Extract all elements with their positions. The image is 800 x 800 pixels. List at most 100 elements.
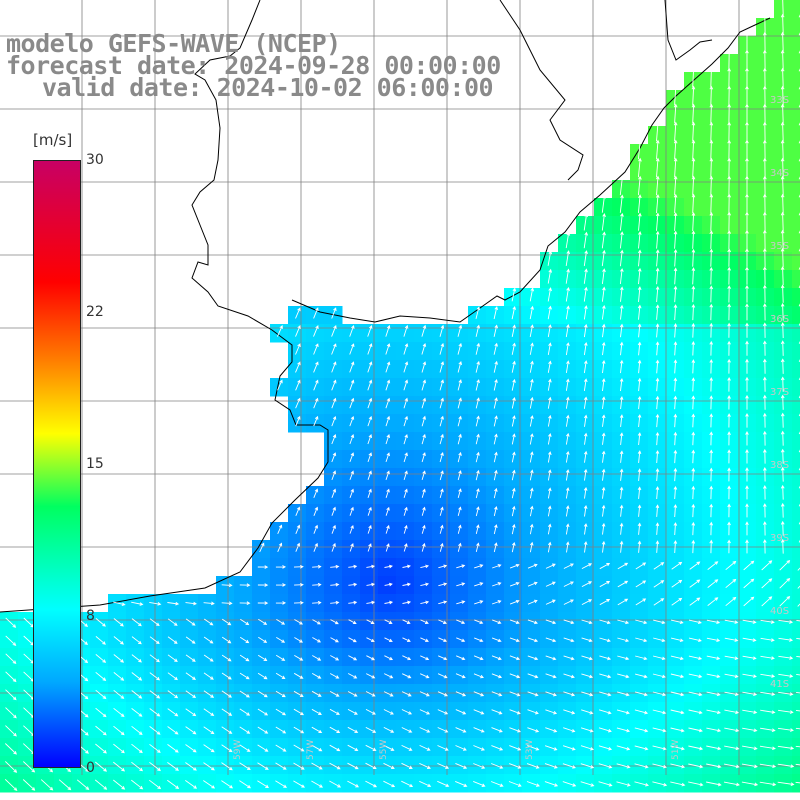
wind-arrow [509, 563, 520, 569]
wind-arrow [581, 581, 593, 587]
wind-arrow [742, 673, 757, 678]
wind-arrow [385, 452, 390, 463]
wind-arrow [634, 691, 648, 697]
wind-arrow [385, 488, 390, 498]
wind-arrow [763, 322, 767, 338]
wind-arrow [763, 303, 767, 321]
wind-arrow [742, 691, 758, 697]
wind-arrow [671, 579, 683, 588]
wind-arrow [780, 266, 785, 286]
wind-arrow [725, 560, 737, 571]
wind-cell [792, 36, 800, 55]
wind-arrow [421, 415, 426, 427]
wind-arrow [763, 121, 767, 142]
wind-arrow [385, 470, 390, 481]
wind-cell [792, 180, 800, 199]
wind-arrow [457, 324, 463, 337]
wind-arrow [437, 691, 448, 697]
wind-arrow [655, 267, 660, 285]
wind-arrow [420, 673, 430, 679]
wind-arrow [240, 618, 250, 626]
wind-arrow [565, 396, 570, 409]
wind-arrow [203, 618, 214, 626]
wind-arrow [599, 637, 611, 643]
wind-arrow [456, 582, 466, 587]
wind-arrow [780, 31, 785, 52]
latitude-label: 41S [770, 679, 789, 690]
wind-arrow [637, 249, 642, 267]
wind-arrow [365, 709, 376, 715]
wind-arrow [312, 655, 322, 661]
wind-arrow [313, 379, 319, 391]
wind-arrow [331, 397, 337, 409]
wind-arrow [637, 323, 642, 338]
wind-arrow [795, 781, 800, 784]
wind-arrow [313, 506, 319, 516]
wind-arrow [601, 304, 606, 320]
wind-arrow [509, 727, 521, 733]
wind-arrow [598, 709, 612, 715]
wind-arrow [185, 601, 197, 606]
wind-arrow [95, 725, 107, 736]
wind-arrow [655, 468, 660, 482]
wind-arrow [634, 727, 649, 733]
wind-arrow [763, 340, 767, 356]
wind-arrow [277, 542, 283, 552]
wind-arrow [383, 780, 396, 788]
wind-arrow [565, 305, 570, 320]
wind-arrow [221, 726, 233, 734]
wind-arrow [706, 709, 721, 715]
wind-arrow [709, 67, 714, 88]
wind-arrow [113, 725, 125, 736]
wind-arrow [439, 542, 444, 552]
wind-arrow [727, 521, 731, 536]
wind-arrow [635, 598, 647, 606]
wind-arrow [652, 709, 667, 715]
wind-arrow [474, 600, 484, 605]
wind-arrow [311, 690, 322, 697]
wind-arrow [275, 726, 287, 734]
wind-arrow [778, 637, 794, 642]
wind-arrow [4, 761, 18, 773]
wind-cell [792, 720, 800, 739]
wind-arrow [365, 691, 376, 697]
wind-arrow [475, 306, 481, 320]
wind-arrow [475, 433, 480, 445]
wind-arrow [601, 468, 606, 481]
wind-arrow [565, 451, 570, 463]
wind-arrow [742, 709, 758, 715]
wind-arrow [655, 230, 660, 249]
wind-arrow [5, 617, 17, 628]
wind-arrow [724, 727, 740, 733]
wind-cell [792, 540, 800, 559]
wind-arrow [709, 285, 714, 303]
wind-arrow [780, 430, 785, 446]
wind-arrow [655, 285, 660, 303]
wind-arrow [511, 287, 517, 302]
wind-arrow [745, 394, 749, 410]
wind-arrow [457, 342, 463, 355]
wind-arrow [670, 781, 686, 787]
wind-arrow [526, 781, 540, 787]
wind-arrow [673, 212, 678, 231]
wind-arrow [493, 306, 499, 320]
wind-arrow [547, 541, 552, 553]
wind-arrow [547, 523, 552, 535]
wind-arrow [562, 745, 576, 751]
wind-arrow [601, 249, 606, 267]
wind-arrow [331, 506, 336, 516]
wind-arrow [511, 505, 516, 517]
wind-arrow [421, 342, 427, 355]
wind-arrow [653, 580, 665, 588]
wind-arrow [149, 690, 161, 699]
wind-arrow [563, 709, 576, 715]
wind-arrow [457, 506, 462, 517]
wind-arrow [673, 157, 678, 178]
wind-arrow [385, 397, 391, 409]
wind-arrow [239, 762, 251, 771]
wind-arrow [780, 466, 785, 482]
wind-arrow [493, 324, 499, 337]
wind-arrow [349, 488, 354, 498]
wind-arrow [312, 582, 322, 587]
